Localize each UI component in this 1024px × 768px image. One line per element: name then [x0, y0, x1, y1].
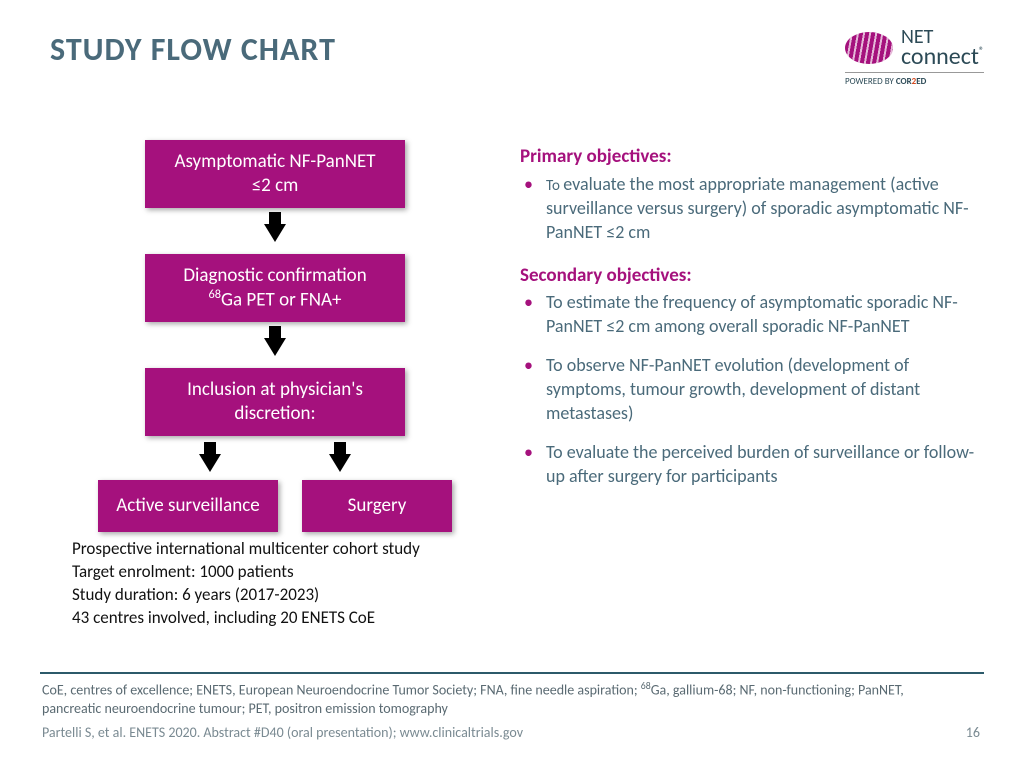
slide-title: STUDY FLOW CHART: [50, 30, 336, 69]
abbrev-text: CoE, centres of excellence; ENETS, Europ…: [42, 682, 641, 699]
arrow-down-icon: [199, 454, 221, 472]
arrow-down-icon: [329, 454, 351, 472]
node-sup: 68: [209, 287, 222, 302]
page-number: 16: [966, 724, 980, 741]
logo-line2: connect®: [901, 46, 984, 68]
node-text: Diagnostic confirmation: [183, 264, 366, 287]
powered-prefix: POWERED BY: [845, 76, 896, 87]
study-line: Study duration: 6 years (2017-2023): [72, 584, 420, 607]
study-details: Prospective international multicenter co…: [72, 538, 420, 630]
objective-item: To evaluate the most appropriate managem…: [520, 172, 980, 245]
node-text: ≤2 cm: [252, 174, 299, 197]
objective-item: To evaluate the perceived burden of surv…: [520, 440, 980, 489]
flowchart: Asymptomatic NF-PanNET ≤2 cm Diagnostic …: [90, 140, 460, 532]
flow-node-diagnostic: Diagnostic confirmation 68Ga PET or FNA+: [145, 254, 405, 323]
powered-ed: ED: [916, 76, 926, 87]
logo-word: connect: [901, 42, 979, 71]
objectives-panel: Primary objectives: To evaluate the most…: [520, 144, 980, 506]
objective-item: To observe NF-PanNET evolution (developm…: [520, 353, 980, 426]
powered-cor: COR: [896, 76, 912, 87]
node-text: Ga PET or FNA+: [221, 289, 341, 312]
arrow-down-icon: [264, 338, 286, 356]
node-text: Asymptomatic NF-PanNET: [174, 150, 375, 173]
brand-logo: NET connect® POWERED BY COR2ED: [845, 28, 984, 87]
logo-text: NET connect®: [901, 28, 984, 68]
primary-objectives-heading: Primary objectives:: [520, 144, 980, 170]
arrow-down-icon: [264, 224, 286, 242]
abbrev-sup: 68: [641, 680, 651, 692]
powered-by: POWERED BY COR2ED: [845, 72, 984, 87]
objective-text: To: [546, 177, 563, 195]
study-line: Prospective international multicenter co…: [72, 538, 420, 561]
registered-mark: ®: [979, 44, 984, 57]
logo-mark-icon: [845, 32, 893, 64]
secondary-objectives-list: To estimate the frequency of asymptomati…: [520, 290, 980, 488]
node-text: Inclusion at physician's: [187, 378, 363, 401]
objective-text: evaluate the most appropriate management…: [546, 173, 969, 244]
flow-node-surveillance: Active surveillance: [98, 480, 278, 532]
flow-node-surgery: Surgery: [302, 480, 452, 532]
study-line: 43 centres involved, including 20 ENETS …: [72, 607, 420, 630]
objective-item: To estimate the frequency of asymptomati…: [520, 290, 980, 339]
primary-objectives-list: To evaluate the most appropriate managem…: [520, 172, 980, 245]
flow-node-inclusion: Inclusion at physician's discretion:: [145, 368, 405, 436]
abbreviations: CoE, centres of excellence; ENETS, Europ…: [42, 680, 942, 718]
study-line: Target enrolment: 1000 patients: [72, 561, 420, 584]
footer-divider: [40, 672, 984, 674]
flow-node-asymptomatic: Asymptomatic NF-PanNET ≤2 cm: [145, 140, 405, 208]
citation: Partelli S, et al. ENETS 2020. Abstract …: [42, 724, 523, 741]
node-text: discretion:: [234, 402, 315, 425]
secondary-objectives-heading: Secondary objectives:: [520, 263, 980, 289]
branch-arrows: [145, 442, 405, 476]
